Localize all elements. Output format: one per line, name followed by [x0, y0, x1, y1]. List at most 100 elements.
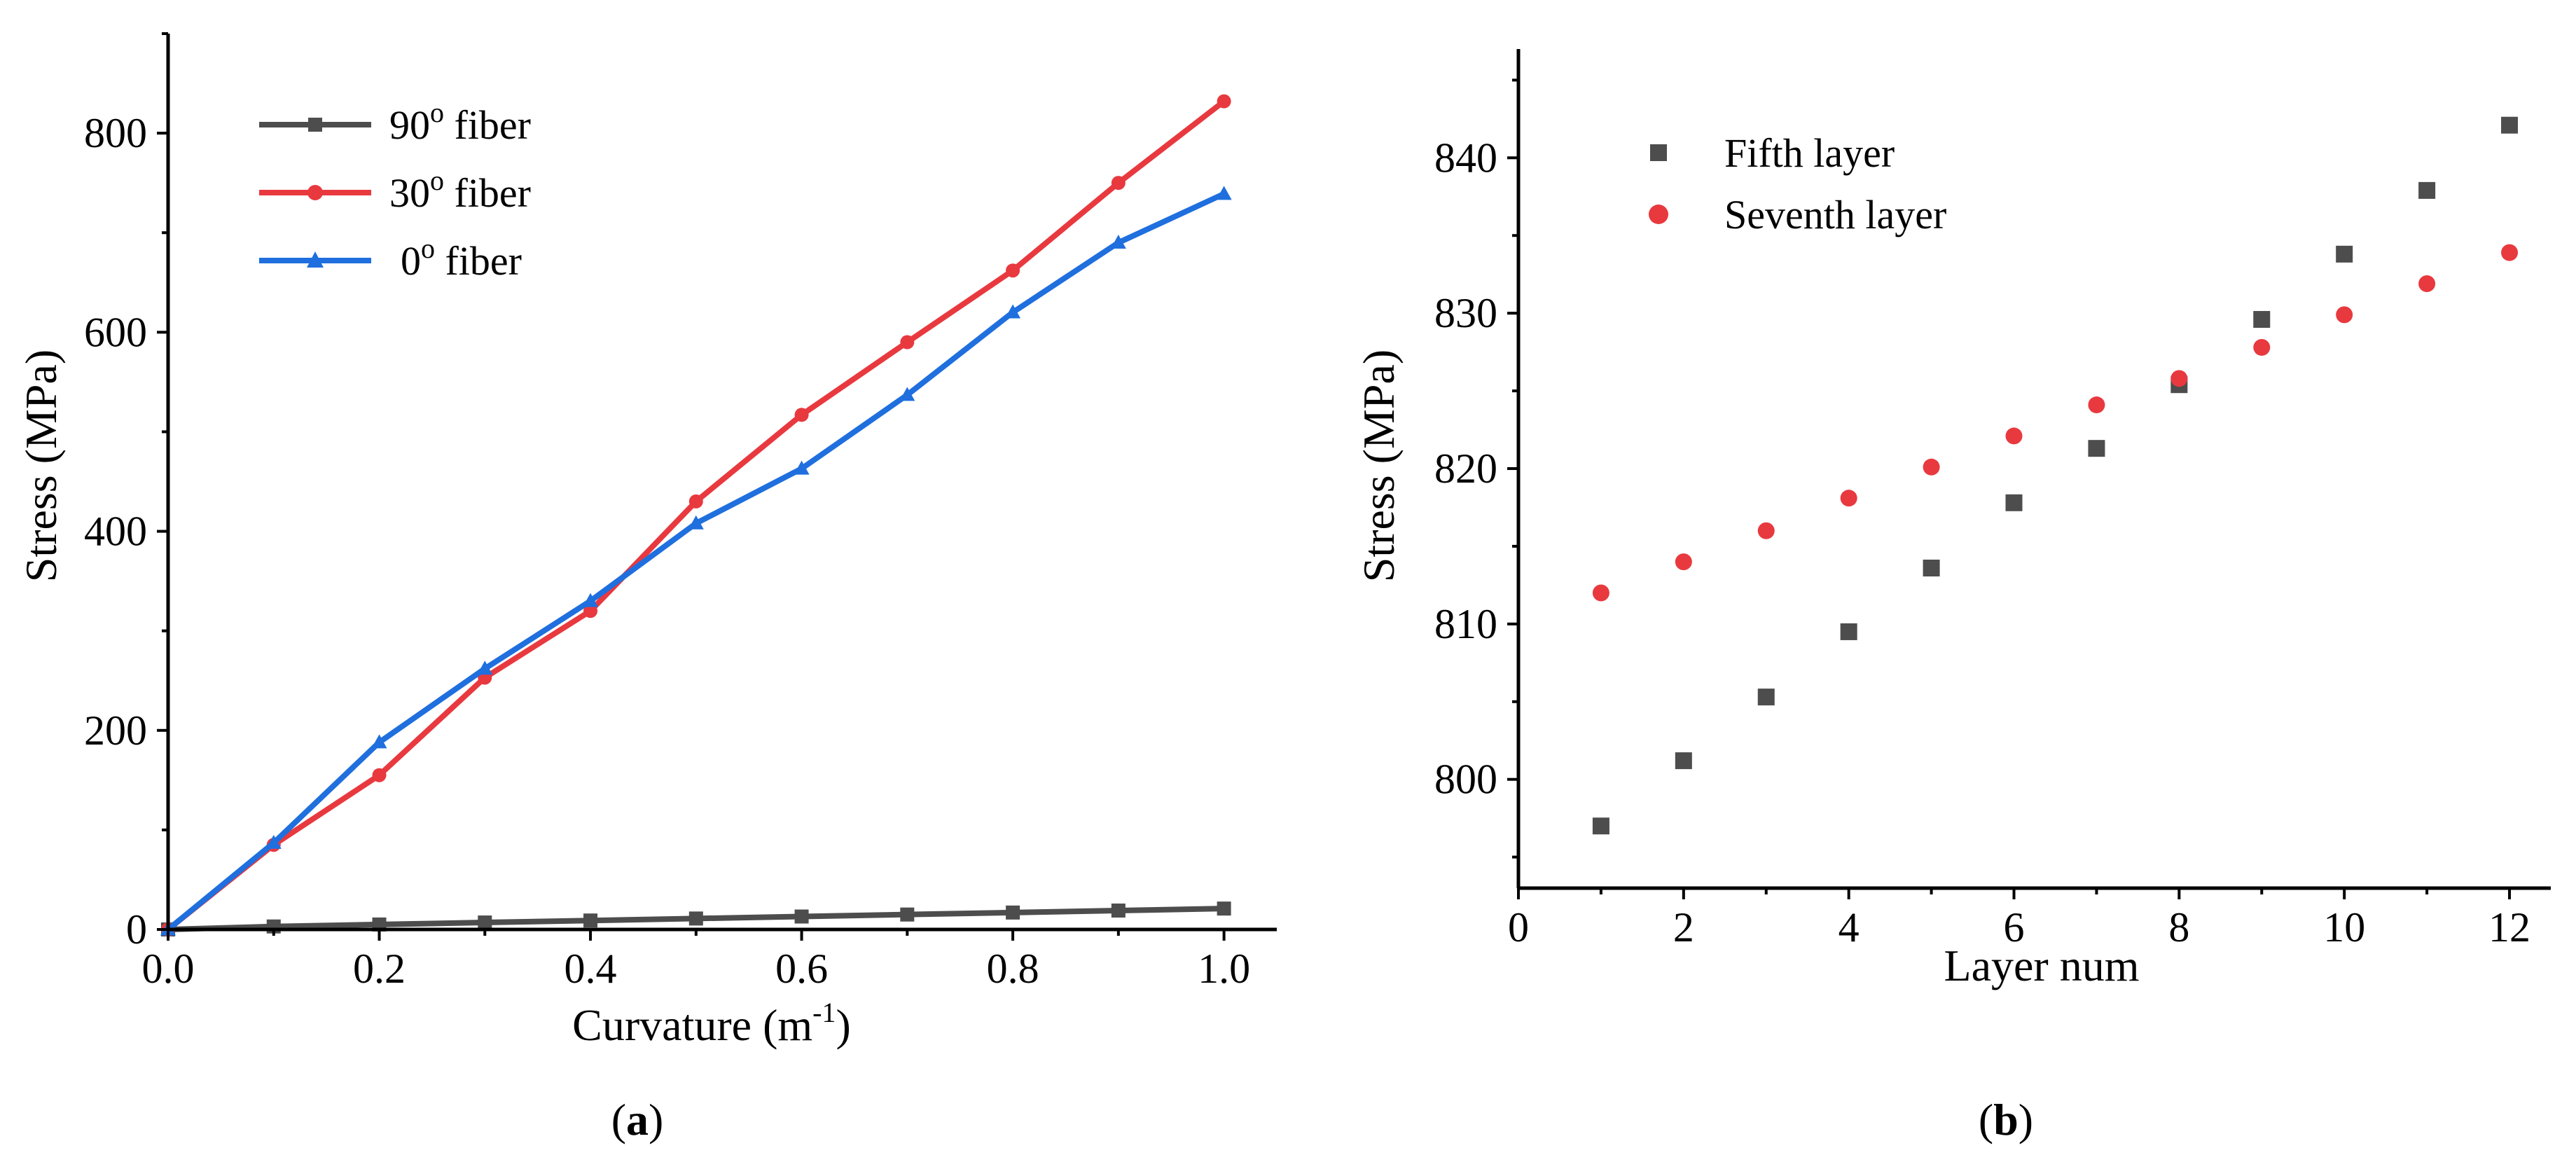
data-point-seventh-layer — [2088, 396, 2105, 414]
data-point-seventh-layer — [1675, 553, 1692, 571]
legend-label-seventh-layer: Seventh layer — [1724, 192, 1946, 237]
legend-item-fifth-layer: Fifth layer — [1650, 130, 1895, 176]
data-point-30-fiber — [1217, 94, 1231, 109]
axes-b — [1507, 49, 2551, 899]
data-point-fifth-layer — [1592, 817, 1609, 835]
x-tick-label: 4 — [1838, 904, 1860, 950]
plot-area-b — [1592, 116, 2519, 835]
x-tick-label: 1.0 — [1198, 946, 1250, 992]
data-point-0-fiber — [794, 460, 810, 475]
data-point-seventh-layer — [2418, 275, 2436, 292]
legend-item-30-fiber: 30o fiber — [259, 165, 531, 216]
x-tick-label: 0.8 — [987, 946, 1039, 992]
data-point-0-fiber — [1005, 304, 1021, 319]
legend-b: Fifth layer Seventh layer — [1649, 130, 1946, 237]
series-0-fiber — [160, 186, 1232, 936]
data-point-seventh-layer — [2170, 370, 2188, 387]
data-point-90-fiber — [478, 915, 492, 930]
data-point-0-fiber — [583, 593, 599, 607]
legend-swatch-marker-seventh-layer — [1649, 205, 1668, 224]
y-tick-label: 820 — [1434, 445, 1497, 492]
data-point-30-fiber — [583, 604, 598, 618]
y-tick-label: 0 — [126, 906, 147, 953]
data-point-fifth-layer — [1840, 623, 1857, 640]
data-point-fifth-layer — [2088, 440, 2105, 457]
data-point-90-fiber — [1111, 903, 1126, 918]
data-point-90-fiber — [1006, 905, 1020, 920]
data-point-seventh-layer — [1923, 458, 1940, 476]
data-point-0-fiber — [371, 734, 387, 749]
y-tick-label: 200 — [84, 707, 147, 754]
series-fifth-layer — [1592, 116, 2519, 835]
chart-panel-a: 0.0 0.2 0.4 0.6 0.8 1.0 0 200 400 600 800 Curvatur… — [16, 32, 1277, 1144]
legend-swatch-marker-90-fiber — [308, 118, 322, 132]
data-point-0-fiber — [265, 834, 282, 849]
y-tick-label: 400 — [84, 509, 147, 555]
x-tick-label: 0.6 — [775, 946, 828, 992]
data-point-0-fiber — [1110, 235, 1126, 249]
axes-a — [157, 32, 1277, 941]
y-tick-label: 840 — [1434, 134, 1497, 181]
y-tick-label: 810 — [1434, 601, 1497, 647]
data-point-seventh-layer — [1757, 522, 1775, 539]
legend-label-90-fiber: 90o fiber — [389, 97, 531, 148]
data-point-fifth-layer — [2005, 494, 2023, 511]
legend-label-0-fiber: 0o fiber — [401, 233, 522, 284]
data-point-30-fiber — [900, 335, 915, 350]
x-tick-label: 2 — [1673, 904, 1694, 950]
x-tick-label: 12 — [2488, 904, 2530, 950]
x-tick-label: 8 — [2168, 904, 2189, 950]
legend-item-0-fiber: 0o fiber — [259, 233, 522, 284]
legend-item-seventh-layer: Seventh layer — [1649, 192, 1946, 237]
tick-labels-a: 0.0 0.2 0.4 0.6 0.8 1.0 0 200 400 600 800 — [84, 110, 1250, 992]
data-point-30-fiber — [1111, 176, 1126, 191]
x-tick-label: 10 — [2323, 904, 2365, 950]
data-point-0-fiber — [477, 660, 493, 675]
legend-swatch-marker-30-fiber — [307, 185, 323, 200]
data-point-90-fiber — [794, 909, 809, 924]
series-line-0-fiber — [166, 191, 1226, 932]
data-point-90-fiber — [583, 913, 598, 928]
data-point-seventh-layer — [2005, 427, 2023, 445]
x-tick-label: 6 — [2004, 904, 2025, 950]
data-point-fifth-layer — [2418, 181, 2436, 199]
y-tick-label: 600 — [84, 309, 147, 355]
data-point-fifth-layer — [2253, 311, 2271, 328]
data-point-30-fiber — [688, 494, 703, 509]
data-point-seventh-layer — [2501, 244, 2519, 261]
data-point-seventh-layer — [2336, 306, 2353, 324]
x-axis-title-b: Layer num — [1944, 941, 2140, 990]
legend-label-fifth-layer: Fifth layer — [1724, 130, 1895, 176]
data-point-0-fiber — [1216, 186, 1232, 200]
legend-swatch-marker-fifth-layer — [1650, 144, 1667, 161]
y-tick-label: 800 — [84, 110, 147, 156]
data-point-0-fiber — [688, 515, 704, 530]
legend-a: 90o fiber 30o fiber 0o fiber — [259, 97, 531, 284]
y-tick-label: 800 — [1434, 756, 1497, 803]
legend-swatch-marker-0-fiber — [307, 251, 324, 268]
x-tick-label: 0 — [1508, 904, 1529, 950]
y-axis-title-b: Stress (MPa) — [1354, 350, 1404, 582]
plot-area-a — [160, 94, 1232, 936]
data-point-90-fiber — [1217, 901, 1231, 916]
legend-item-90-fiber: 90o fiber — [259, 97, 531, 148]
y-axis-title-a: Stress (MPa) — [16, 350, 66, 582]
data-point-fifth-layer — [1757, 689, 1775, 706]
data-point-fifth-layer — [1675, 752, 1692, 770]
data-point-30-fiber — [372, 768, 387, 782]
data-point-30-fiber — [1006, 263, 1020, 278]
y-tick-label: 830 — [1434, 290, 1497, 336]
legend-label-30-fiber: 30o fiber — [389, 165, 531, 216]
panel-label-a: (a) — [611, 1095, 664, 1144]
data-point-fifth-layer — [2336, 245, 2353, 263]
data-point-90-fiber — [900, 907, 915, 922]
data-point-fifth-layer — [2501, 116, 2519, 134]
data-point-90-fiber — [688, 911, 703, 926]
x-tick-label: 0.2 — [353, 946, 406, 992]
series-90-fiber — [161, 901, 1231, 936]
data-point-seventh-layer — [1840, 490, 1857, 507]
series-seventh-layer — [1592, 244, 2519, 602]
